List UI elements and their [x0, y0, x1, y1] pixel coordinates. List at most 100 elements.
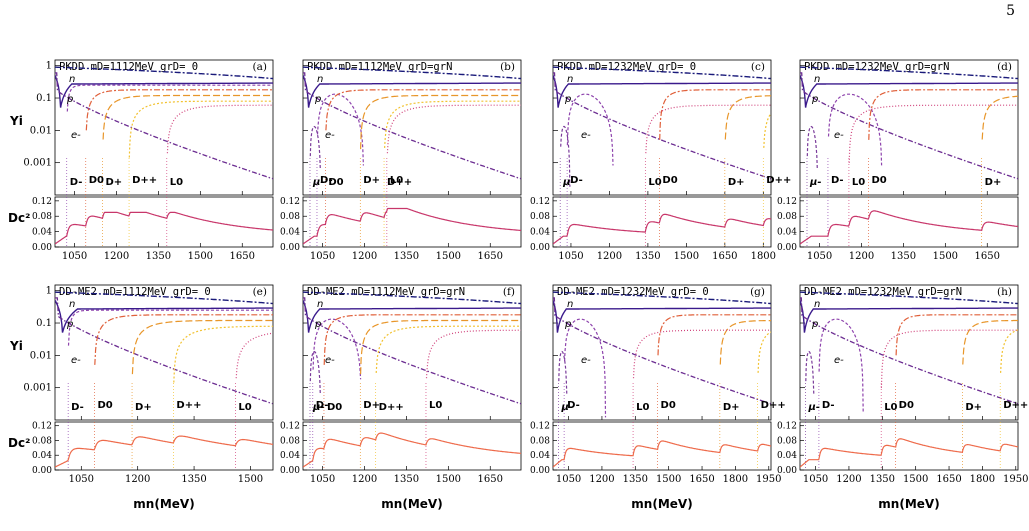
xtick-label: 1650 — [478, 474, 503, 485]
ytick-label: 0.1 — [785, 94, 799, 104]
particle-label: e- — [581, 355, 591, 366]
xtick-label: 1650 — [478, 251, 503, 262]
curve-Dpp — [128, 100, 273, 158]
curve-D0 — [895, 314, 1018, 356]
xtick-label: 1050 — [807, 251, 832, 262]
x-axis-label: mn(MeV) — [133, 497, 194, 511]
ytick-label: 0.1 — [36, 93, 52, 104]
particle-label: D0 — [662, 175, 677, 186]
dc2-plot — [800, 210, 1018, 245]
dc2-curve — [553, 213, 771, 245]
yi-axis-label: Yi — [9, 114, 23, 128]
particle-label: n — [814, 299, 820, 310]
particle-label: D+ — [363, 400, 380, 411]
dc2-plot — [553, 213, 771, 245]
particle-label: p — [66, 94, 73, 105]
xtick-label: 1500 — [238, 474, 263, 485]
curve-p — [55, 300, 273, 333]
panel-f: DD-ME2 mD=1112MeV grD=grN (f) 1 0.1 0.01 0.00… — [276, 284, 522, 485]
dc2-tick-label: 0.04 — [530, 451, 550, 461]
dc2-curve — [55, 211, 273, 245]
dc2-tick-label: 0.08 — [777, 436, 797, 446]
particle-label: L0 — [852, 177, 865, 188]
dc2-tick-label: 0.08 — [280, 212, 300, 222]
curve-e — [553, 72, 771, 180]
ytick-label: 0.1 — [36, 318, 52, 329]
xtick-label: 1200 — [125, 474, 150, 485]
dc2-tick-label: 0.04 — [280, 451, 300, 461]
ytick-label: 0.1 — [288, 319, 302, 329]
curve-Dplus — [724, 95, 771, 140]
xtick-label: 1500 — [674, 251, 699, 262]
xtick-label: 1350 — [146, 251, 171, 262]
dc2-axis-label: Dc² — [8, 436, 30, 450]
curve-L0 — [235, 332, 273, 379]
xtick-label: 1650 — [689, 474, 714, 485]
particle-label: L0 — [170, 177, 183, 188]
curve-p — [800, 300, 1018, 333]
panel-letter: (b) — [500, 61, 515, 73]
yi-plot — [553, 66, 771, 195]
particle-label: D0 — [328, 177, 343, 188]
panel-title: DD-ME2 mD=1232MeV grD= 0 — [557, 286, 709, 298]
ytick-label: 1 — [793, 287, 799, 297]
dc2-tick-label: 0.00 — [280, 243, 300, 253]
dc2-tick-label: 0.08 — [530, 436, 550, 446]
curve-n — [303, 291, 521, 305]
particle-label: n — [69, 299, 75, 310]
xtick-label: 1200 — [352, 474, 377, 485]
curve-Dminus — [566, 93, 614, 166]
curve-Dpp — [384, 100, 521, 148]
dc2-plot — [553, 440, 771, 468]
yi-plot — [55, 291, 273, 420]
ytick-label: 0.001 — [23, 383, 52, 394]
dc2-tick-label: 0.04 — [32, 451, 52, 461]
curve-e — [55, 297, 273, 405]
curve-D0 — [325, 89, 521, 131]
dc2-tick-label: 0.04 — [777, 451, 797, 461]
curve-L0 — [632, 329, 771, 379]
particle-label: D++ — [132, 175, 157, 186]
ytick-label: 0.001 — [773, 384, 799, 394]
xtick-label: 1200 — [597, 251, 622, 262]
yi-plot — [55, 66, 273, 195]
particle-label: D+ — [723, 402, 740, 413]
dc2-curve — [303, 432, 521, 468]
ytick-label: 0.001 — [276, 384, 302, 394]
curve-Dminus — [564, 318, 607, 418]
curve-mu — [309, 125, 321, 170]
dc2-tick-label: 0.12 — [280, 197, 300, 207]
particle-label: n — [317, 74, 323, 85]
panel-title: PKDD mD=1232MeV grD=grN — [804, 61, 949, 73]
particle-label: p — [564, 319, 571, 330]
curve-p — [303, 300, 521, 333]
dc2-tick-label: 0.08 — [280, 436, 300, 446]
particle-label: e- — [71, 130, 81, 141]
x-axis-label: mn(MeV) — [631, 497, 692, 511]
dc2-axis-label: Dc² — [8, 211, 30, 225]
yi-plot — [800, 291, 1018, 420]
particle-label: L0 — [636, 402, 649, 413]
curve-L0 — [386, 104, 521, 154]
ytick-label: 0.001 — [526, 384, 552, 394]
curve-D0 — [659, 89, 771, 140]
xtick-label: 1050 — [556, 474, 581, 485]
curve-D0 — [657, 314, 771, 356]
particle-label: D++ — [1003, 400, 1028, 411]
dc2-curve — [800, 438, 1018, 468]
dc2-tick-label: 0.12 — [280, 422, 300, 432]
xtick-label: 1500 — [903, 474, 928, 485]
curve-Dpp — [757, 331, 771, 373]
particle-label: D- — [320, 175, 333, 186]
xtick-label: 1500 — [436, 251, 461, 262]
particle-label: L0 — [429, 400, 442, 411]
particle-label: n — [567, 299, 573, 310]
particle-label: D++ — [387, 177, 412, 188]
ytick-label: 0.01 — [30, 350, 52, 361]
xtick-label: 1350 — [623, 474, 648, 485]
panel-d: PKDD mD=1232MeV grD=grN (d)10.10.010.0010… — [777, 59, 1019, 262]
dc2-tick-label: 0.08 — [777, 212, 797, 222]
ytick-label: 0.01 — [532, 351, 552, 361]
particle-label: D+ — [363, 175, 380, 186]
ytick-label: 0.1 — [288, 94, 302, 104]
